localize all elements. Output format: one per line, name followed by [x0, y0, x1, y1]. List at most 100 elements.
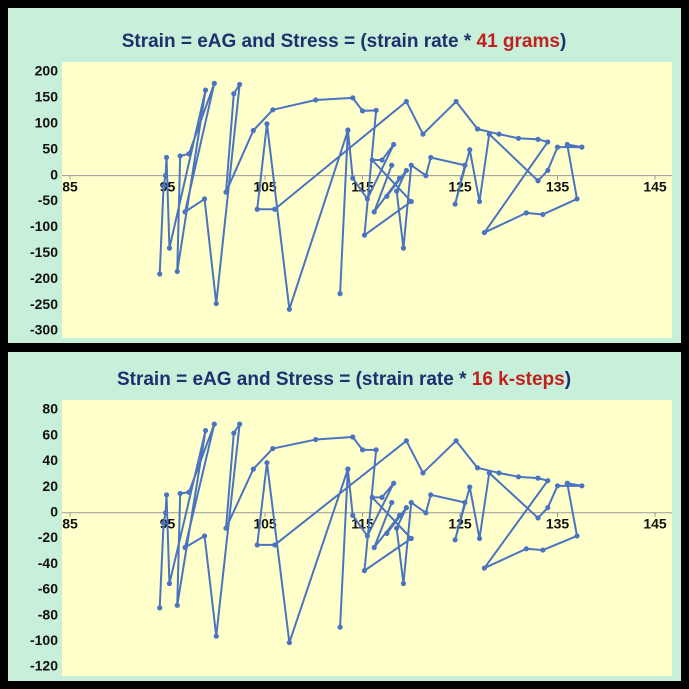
chart-panel: Strain = eAG and Stress = (strain rate *… [8, 8, 681, 343]
data-point [574, 196, 580, 202]
data-point [359, 108, 366, 114]
data-point [313, 97, 319, 103]
data-point [396, 512, 403, 518]
data-point [403, 98, 409, 105]
data-point [481, 565, 487, 571]
data-point [453, 98, 459, 105]
data-point [515, 474, 522, 480]
data-point [540, 547, 546, 553]
y-tick-label: 0 [50, 504, 58, 520]
data-point [564, 480, 570, 486]
data-point [202, 87, 209, 93]
data-point [223, 525, 229, 531]
data-point [579, 483, 585, 489]
data-point [371, 544, 377, 551]
data-point [481, 229, 487, 236]
y-tick-label: 20 [42, 478, 58, 494]
data-point [177, 490, 183, 497]
title-part: ) [565, 369, 571, 390]
data-point [535, 178, 541, 184]
data-point [462, 499, 468, 506]
y-tick-label: -50 [38, 192, 58, 208]
data-point [564, 141, 570, 148]
data-point [350, 512, 356, 518]
x-tick-label: 135 [546, 516, 570, 532]
data-point [408, 535, 414, 542]
data-point [345, 127, 351, 134]
data-point [213, 633, 219, 639]
y-tick-label: -250 [30, 296, 58, 312]
data-point [554, 144, 561, 150]
data-point [545, 167, 551, 174]
data-point [174, 268, 180, 275]
data-point [350, 95, 356, 101]
y-tick-label: 0 [50, 166, 58, 182]
data-point [364, 196, 370, 202]
data-point [486, 131, 492, 137]
data-point [391, 141, 397, 148]
series-line [158, 82, 583, 311]
data-point [270, 445, 276, 452]
data-point [223, 189, 229, 195]
data-point [213, 300, 219, 307]
y-tick-label: -80 [38, 606, 58, 622]
y-tick-label: -120 [30, 658, 58, 674]
y-tick-label: -40 [38, 555, 58, 571]
data-point [174, 602, 180, 608]
data-point [286, 306, 292, 312]
y-tick-label: -60 [38, 581, 58, 597]
data-point [428, 154, 434, 161]
data-point [486, 470, 492, 476]
x-tick-label: 135 [546, 178, 570, 194]
data-point [515, 135, 522, 141]
data-point [403, 505, 409, 511]
data-point [371, 209, 377, 215]
data-point [337, 624, 343, 630]
data-point [231, 91, 237, 97]
y-tick-label: -150 [30, 244, 58, 260]
series-line [158, 423, 583, 644]
data-point [379, 157, 385, 163]
data-point [270, 107, 276, 113]
data-point [394, 188, 400, 194]
data-point [554, 483, 561, 489]
data-point [250, 466, 256, 472]
title-part: Strain = eAG and Stress = (strain rate * [122, 31, 477, 52]
data-point [364, 533, 370, 539]
data-point [452, 201, 458, 207]
data-point [403, 167, 409, 174]
data-point [523, 210, 529, 216]
data-point [161, 183, 167, 189]
y-tick-label: 150 [35, 89, 59, 105]
data-point [496, 131, 502, 137]
data-point [157, 605, 163, 611]
chart-title: Strain = eAG and Stress = (strain rate *… [117, 369, 571, 390]
data-point [574, 533, 580, 539]
data-point [286, 639, 292, 646]
data-point [157, 271, 163, 277]
y-tick-label: -200 [30, 270, 58, 286]
y-tick-label: 40 [42, 452, 58, 468]
data-point [496, 470, 502, 476]
data-point [359, 447, 366, 453]
data-point [313, 436, 319, 443]
data-point [408, 499, 414, 506]
data-point [396, 175, 403, 181]
data-point [373, 447, 379, 453]
data-point [535, 136, 541, 142]
y-tick-label: 50 [42, 140, 58, 156]
x-tick-label: 85 [62, 178, 78, 194]
title-part: ) [560, 31, 566, 52]
y-tick-label: 200 [35, 63, 59, 79]
data-point [161, 520, 167, 526]
chart-title: Strain = eAG and Stress = (strain rate *… [122, 31, 567, 52]
data-point [384, 530, 390, 536]
data-point [162, 173, 169, 179]
data-point [474, 126, 481, 132]
data-point [254, 206, 260, 212]
data-point [391, 480, 397, 486]
title-part: Strain = eAG and Stress = (strain rate * [117, 369, 472, 390]
x-tick-label: 145 [643, 178, 667, 194]
data-point [254, 542, 260, 548]
